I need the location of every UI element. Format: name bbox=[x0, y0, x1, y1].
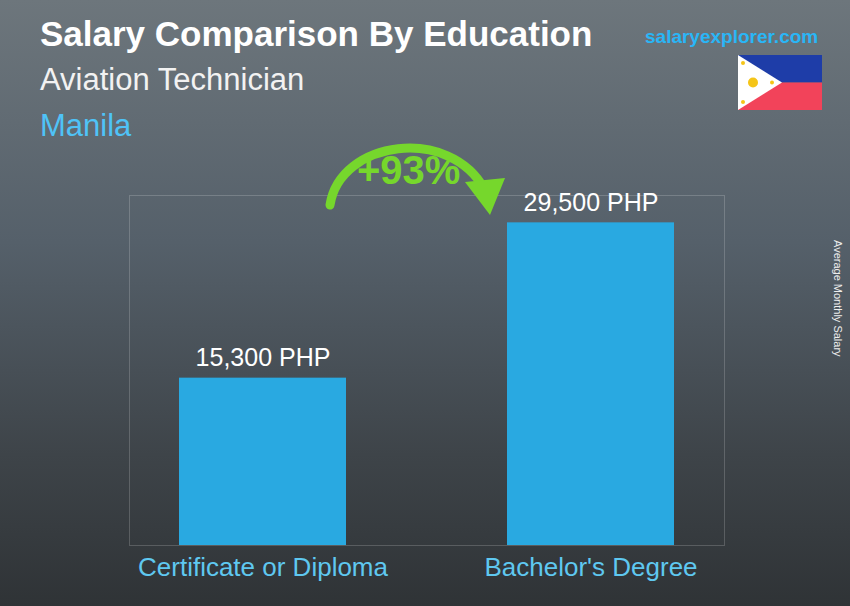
svg-text:Bachelor's Degree: Bachelor's Degree bbox=[484, 552, 697, 582]
svg-text:Certificate or Diploma: Certificate or Diploma bbox=[138, 552, 389, 582]
html-text:+93%: +93% bbox=[357, 148, 461, 192]
html-text:Salary Comparison By Education: Salary Comparison By Education bbox=[40, 14, 593, 53]
html-text:Manila: Manila bbox=[40, 108, 132, 143]
svg-text:15,300 PHP: 15,300 PHP bbox=[196, 343, 331, 371]
html-text:Average Monthly Salary: Average Monthly Salary bbox=[832, 240, 844, 357]
html-text:salaryexplorer.com: salaryexplorer.com bbox=[645, 26, 819, 47]
html-text:Aviation Technician: Aviation Technician bbox=[40, 62, 305, 97]
svg-text:29,500 PHP: 29,500 PHP bbox=[524, 188, 659, 216]
